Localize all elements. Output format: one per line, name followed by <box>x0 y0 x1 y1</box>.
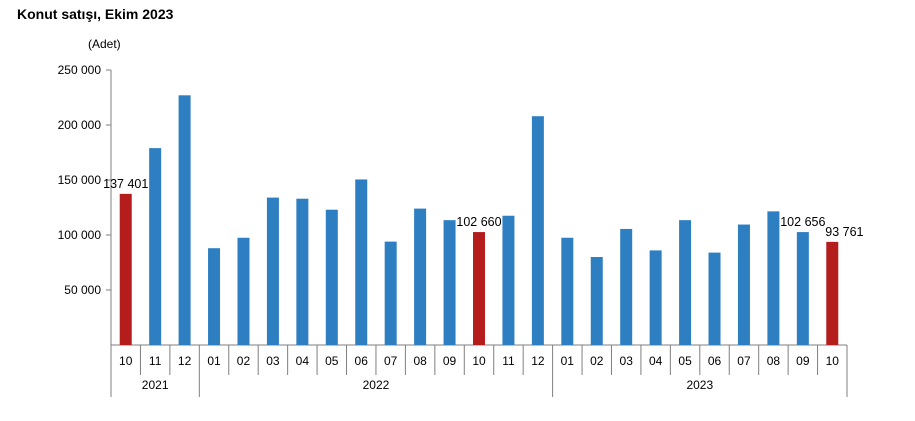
data-label: 137 401 <box>103 177 148 191</box>
bar <box>266 197 279 345</box>
x-tick-label: 11 <box>502 354 515 368</box>
bar <box>178 95 191 345</box>
x-tick-label: 10 <box>472 354 486 368</box>
y-tick-label: 100 000 <box>58 228 102 242</box>
x-tick-label: 03 <box>620 354 634 368</box>
bar <box>708 252 721 345</box>
x-tick-label: 08 <box>767 354 781 368</box>
bar <box>384 241 397 345</box>
bar <box>767 211 780 345</box>
x-tick-label: 12 <box>531 354 545 368</box>
bar <box>443 220 456 345</box>
x-year-label: 2023 <box>686 378 713 392</box>
x-tick-label: 06 <box>708 354 722 368</box>
y-tick-label: 200 000 <box>58 118 102 132</box>
x-tick-label: 01 <box>561 354 575 368</box>
x-tick-label: 04 <box>649 354 663 368</box>
bars <box>119 95 839 345</box>
bar <box>679 220 692 345</box>
x-tick-label: 03 <box>266 354 280 368</box>
bar <box>590 257 603 345</box>
y-tick-label: 250 000 <box>58 63 102 77</box>
bar <box>325 209 338 345</box>
bar <box>208 248 221 345</box>
x-tick-label: 02 <box>237 354 251 368</box>
bar <box>649 250 662 345</box>
x-tick-label: 06 <box>355 354 369 368</box>
y-axis-unit-label: (Adet) <box>88 37 121 51</box>
data-label: 102 656 <box>780 215 825 229</box>
bar <box>237 237 250 345</box>
y-tick-label: 150 000 <box>58 173 102 187</box>
bar <box>296 198 309 345</box>
bar <box>502 215 515 345</box>
x-tick-label: 04 <box>296 354 310 368</box>
bar <box>355 179 368 345</box>
x-tick-label: 12 <box>178 354 192 368</box>
bar-highlight <box>473 232 485 345</box>
bar-highlight <box>119 193 132 345</box>
x-tick-label: 09 <box>443 354 457 368</box>
bar <box>620 228 633 345</box>
y-tick-label: 50 000 <box>64 283 101 297</box>
bar <box>149 148 162 345</box>
bar <box>414 208 427 345</box>
x-tick-label: 07 <box>384 354 398 368</box>
x-year-label: 2021 <box>142 378 169 392</box>
bar <box>737 224 750 345</box>
bar-highlight <box>826 241 839 345</box>
x-tick-label: 11 <box>149 354 162 368</box>
x-tick-label: 09 <box>796 354 810 368</box>
bar <box>561 237 574 345</box>
x-tick-label: 10 <box>119 354 133 368</box>
x-tick-label: 10 <box>826 354 840 368</box>
x-year-label: 2022 <box>363 378 390 392</box>
x-tick-label: 02 <box>590 354 604 368</box>
chart-title: Konut satışı, Ekim 2023 <box>17 6 174 22</box>
data-label: 102 660 <box>456 215 501 229</box>
data-label: 93 761 <box>825 225 863 239</box>
x-tick-label: 08 <box>413 354 427 368</box>
x-tick-label: 05 <box>678 354 692 368</box>
bar <box>796 232 809 345</box>
x-tick-label: 05 <box>325 354 339 368</box>
x-tick-label: 07 <box>737 354 751 368</box>
bar <box>531 116 544 345</box>
x-tick-label: 01 <box>207 354 221 368</box>
